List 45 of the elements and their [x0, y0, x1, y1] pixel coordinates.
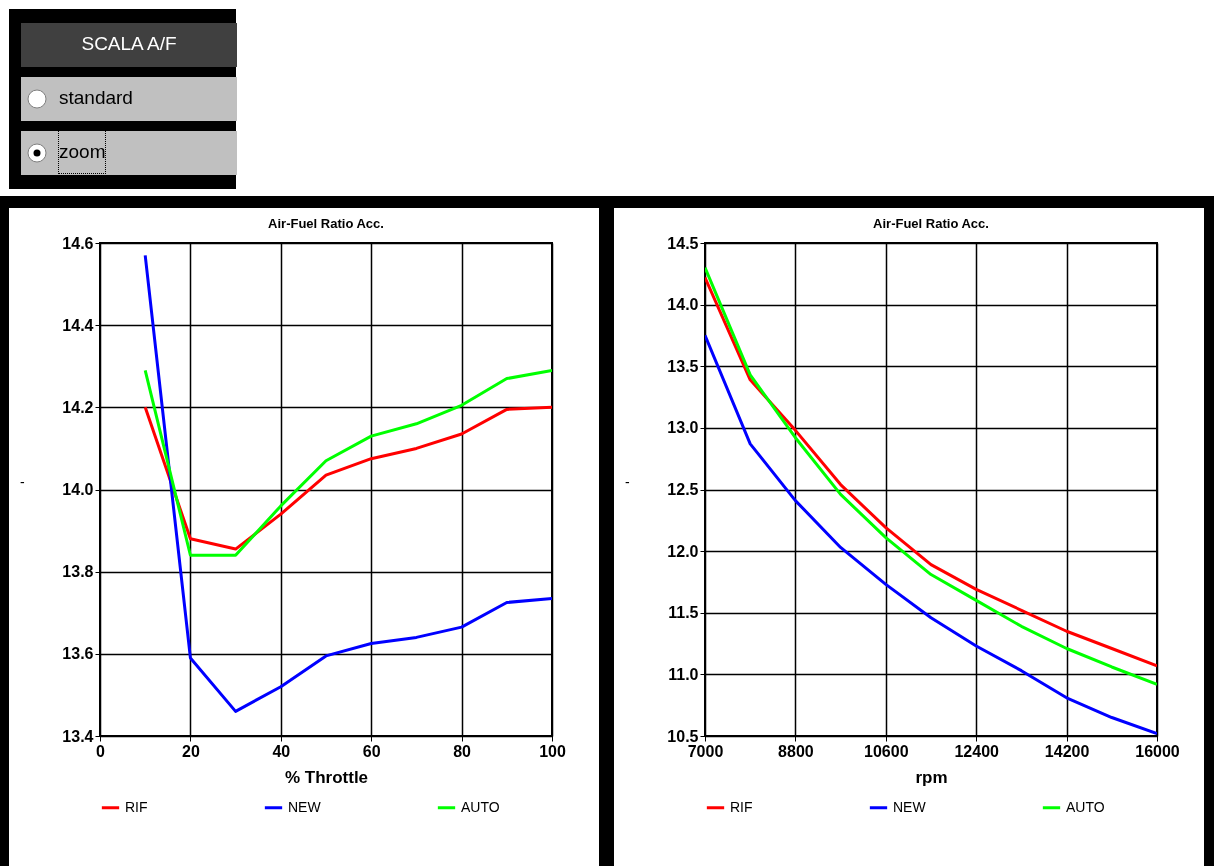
y-tick-label: 13.0 [667, 419, 699, 437]
y-tick-label: 14.0 [62, 481, 94, 498]
x-tick-label: 100 [539, 742, 566, 760]
x-tick-label: 60 [362, 742, 381, 760]
line-series [143, 368, 552, 557]
x-axis-title: rpm [915, 767, 948, 787]
y-axis-title: - [20, 474, 26, 490]
y-tick-label: 11.5 [668, 604, 699, 622]
y-tick-label: 11.0 [668, 665, 699, 683]
text: zoom [59, 131, 106, 173]
legend-label: RIF [730, 798, 753, 815]
text: standard [59, 86, 133, 110]
x-tick-label: 10600 [864, 742, 909, 760]
legend-label: AUTO [1066, 798, 1105, 815]
y-tick-label: 13.5 [667, 357, 699, 375]
y-tick-label: 13.4 [62, 727, 94, 745]
y-axis-title: - [625, 474, 631, 490]
x-tick-label: 20 [182, 742, 200, 760]
x-tick-label: 0 [96, 742, 106, 760]
text: SCALA A/F [21, 23, 237, 67]
y-tick-label: 14.0 [667, 296, 699, 314]
y-tick-label: 13.6 [62, 645, 94, 663]
x-tick-label: 16000 [1135, 742, 1180, 760]
x-tick-label: 12400 [954, 742, 1000, 760]
legend-label: AUTO [461, 798, 500, 815]
y-tick-label: 14.2 [62, 398, 94, 416]
x-tick-label: 80 [453, 742, 472, 760]
y-tick-label: 14.4 [62, 316, 94, 334]
x-tick-label: 40 [272, 742, 291, 760]
chart-title: Air-Fuel Ratio Acc. [873, 216, 989, 231]
line-series [143, 253, 552, 713]
y-tick-label: 14.5 [667, 234, 699, 252]
y-tick-label: 13.8 [62, 563, 94, 581]
y-tick-label: 12.0 [667, 542, 699, 560]
legend-label: RIF [125, 798, 148, 815]
x-tick-label: 8800 [778, 742, 814, 760]
chart-title: Air-Fuel Ratio Acc. [268, 216, 384, 231]
x-tick-label: 14200 [1044, 742, 1090, 760]
y-tick-label: 10.5 [667, 727, 699, 745]
x-axis-title: % Throttle [284, 767, 369, 787]
y-tick-label: 12.5 [667, 481, 699, 498]
y-tick-label: 14.6 [62, 234, 94, 252]
x-tick-label: 7000 [687, 742, 724, 760]
legend-label: NEW [288, 798, 322, 815]
legend-label: NEW [893, 798, 927, 815]
